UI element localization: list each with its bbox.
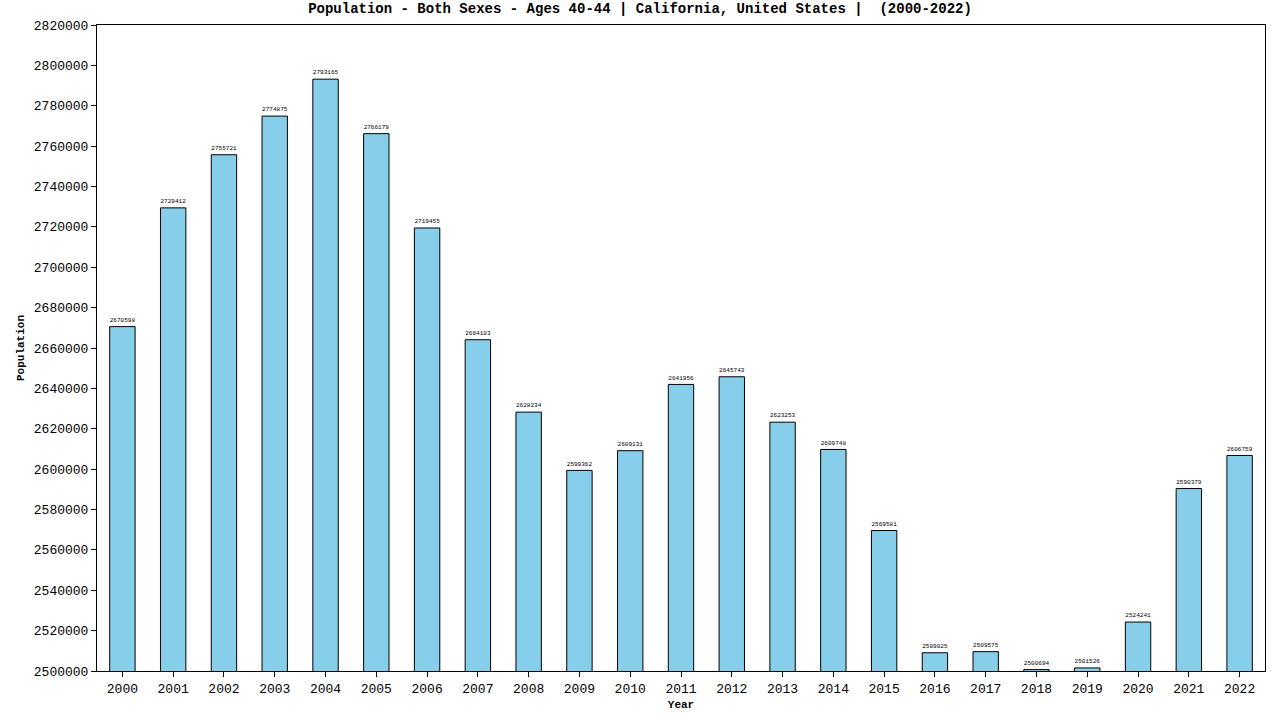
svg-text:2645743: 2645743 (719, 367, 745, 374)
svg-text:2015: 2015 (869, 682, 900, 697)
svg-text:2014: 2014 (818, 682, 849, 697)
svg-text:2569581: 2569581 (871, 521, 897, 528)
svg-text:2500694: 2500694 (1024, 660, 1050, 667)
svg-text:2755721: 2755721 (211, 145, 237, 152)
svg-text:2019: 2019 (1072, 682, 1103, 697)
svg-text:2600000: 2600000 (34, 463, 89, 478)
svg-text:2560000: 2560000 (34, 543, 89, 558)
svg-text:2660000: 2660000 (34, 342, 89, 357)
svg-text:2008: 2008 (513, 682, 544, 697)
svg-text:2018: 2018 (1021, 682, 1052, 697)
svg-text:2005: 2005 (361, 682, 392, 697)
svg-text:2580000: 2580000 (34, 503, 89, 518)
svg-text:2719455: 2719455 (414, 218, 440, 225)
svg-text:2002: 2002 (208, 682, 239, 697)
svg-text:2010: 2010 (615, 682, 646, 697)
svg-text:2623253: 2623253 (770, 412, 796, 419)
svg-text:2599362: 2599362 (567, 461, 593, 468)
svg-text:2501526: 2501526 (1075, 658, 1101, 665)
svg-text:2016: 2016 (919, 682, 950, 697)
svg-text:2720000: 2720000 (34, 220, 89, 235)
svg-text:2509575: 2509575 (973, 642, 999, 649)
svg-text:2003: 2003 (259, 682, 290, 697)
svg-text:2012: 2012 (716, 682, 747, 697)
svg-text:2524241: 2524241 (1125, 612, 1151, 619)
svg-text:2670598: 2670598 (110, 317, 136, 324)
svg-text:2540000: 2540000 (34, 584, 89, 599)
svg-text:2009: 2009 (564, 682, 595, 697)
svg-text:2021: 2021 (1173, 682, 1204, 697)
svg-text:2011: 2011 (665, 682, 696, 697)
svg-text:2004: 2004 (310, 682, 341, 697)
svg-text:2020: 2020 (1122, 682, 1153, 697)
svg-text:2500000: 2500000 (34, 665, 89, 680)
svg-text:2729412: 2729412 (161, 198, 187, 205)
svg-text:2609748: 2609748 (821, 440, 847, 447)
svg-text:2001: 2001 (158, 682, 189, 697)
svg-text:2664103: 2664103 (465, 330, 491, 337)
svg-text:2590379: 2590379 (1176, 479, 1202, 486)
svg-text:2766179: 2766179 (364, 124, 390, 131)
svg-text:2620000: 2620000 (34, 422, 89, 437)
svg-text:2606759: 2606759 (1227, 446, 1253, 453)
svg-text:2520000: 2520000 (34, 624, 89, 639)
svg-text:2022: 2022 (1224, 682, 1255, 697)
svg-text:Population: Population (15, 315, 27, 381)
svg-text:2680000: 2680000 (34, 301, 89, 316)
svg-text:2640000: 2640000 (34, 382, 89, 397)
svg-text:2641956: 2641956 (668, 375, 694, 382)
svg-text:2628234: 2628234 (516, 402, 542, 409)
svg-text:2509025: 2509025 (922, 643, 948, 650)
svg-text:2793165: 2793165 (313, 69, 339, 76)
svg-text:2700000: 2700000 (34, 261, 89, 276)
svg-text:2007: 2007 (462, 682, 493, 697)
svg-text:2800000: 2800000 (34, 59, 89, 74)
svg-text:Population - Both Sexes - Ages: Population - Both Sexes - Ages 40-44 | C… (308, 1, 972, 17)
svg-text:2006: 2006 (411, 682, 442, 697)
svg-text:Year: Year (668, 699, 694, 711)
svg-text:2017: 2017 (970, 682, 1001, 697)
svg-text:2820000: 2820000 (34, 19, 89, 34)
svg-text:2774875: 2774875 (262, 106, 288, 113)
svg-text:2609131: 2609131 (618, 441, 644, 448)
svg-text:2760000: 2760000 (34, 140, 89, 155)
svg-text:2013: 2013 (767, 682, 798, 697)
svg-text:2000: 2000 (107, 682, 138, 697)
svg-text:2780000: 2780000 (34, 99, 89, 114)
svg-text:2740000: 2740000 (34, 180, 89, 195)
